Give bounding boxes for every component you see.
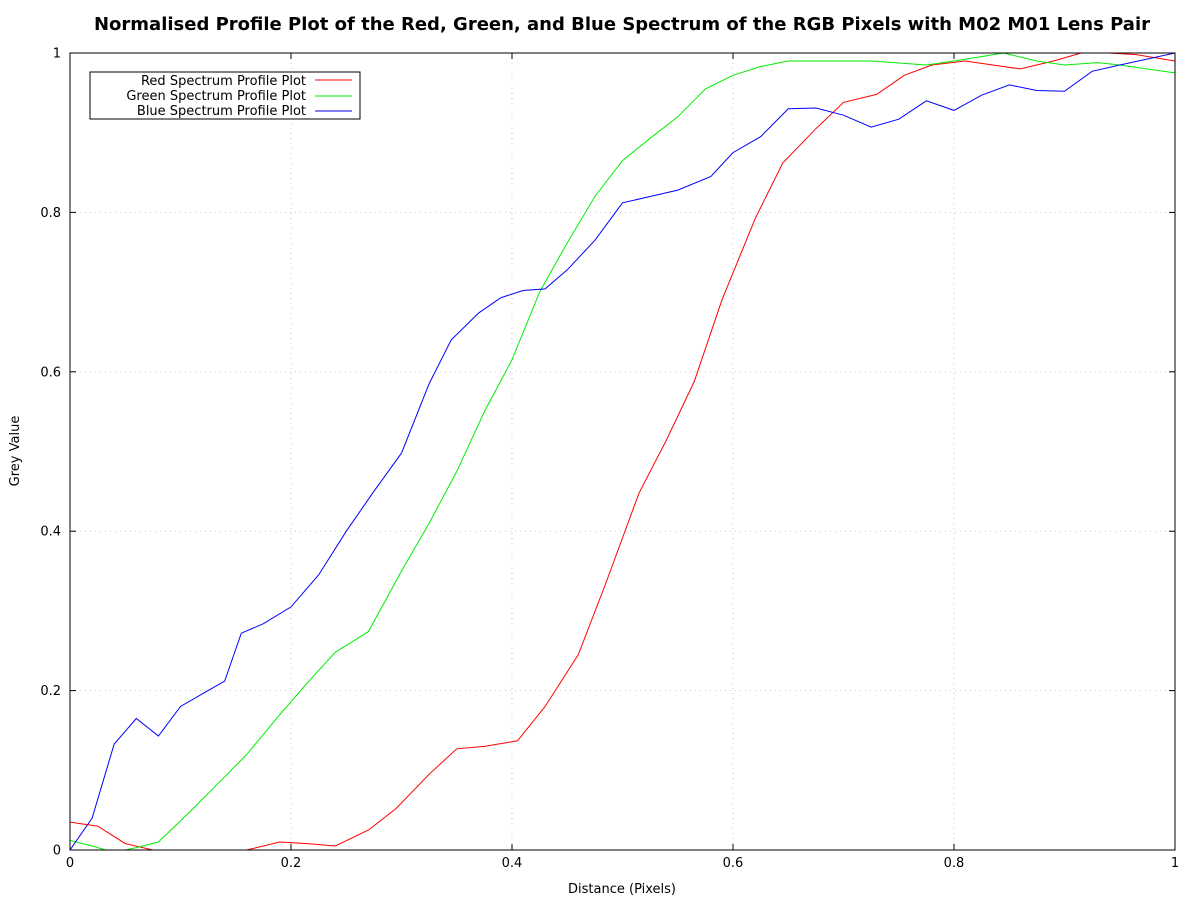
legend-label-blue: Blue Spectrum Profile Plot (137, 104, 306, 119)
y-tick-label: 0 (53, 844, 61, 859)
legend-label-green: Green Spectrum Profile Plot (126, 89, 306, 104)
x-axis-label: Distance (Pixels) (568, 882, 676, 897)
y-tick-label: 0.2 (40, 684, 61, 699)
y-tick-label: 1 (53, 47, 61, 62)
y-tick-labels: 0 0.2 0.4 0.6 0.8 1 (40, 47, 61, 859)
y-tick-label: 0.8 (40, 206, 61, 221)
series-line-green (70, 53, 1175, 850)
legend-label-red: Red Spectrum Profile Plot (141, 74, 306, 89)
axis-ticks (69, 52, 1176, 851)
y-tick-label: 0.4 (40, 525, 61, 540)
y-axis-label: Grey Value (8, 416, 23, 487)
series-lines (70, 53, 1175, 850)
chart-title: Normalised Profile Plot of the Red, Gree… (94, 14, 1150, 35)
x-tick-label: 0.2 (281, 856, 302, 871)
series-line-red (70, 53, 1175, 850)
y-tick-label: 0.6 (40, 365, 61, 380)
x-tick-label: 0.4 (502, 856, 523, 871)
x-tick-label: 0.8 (944, 856, 965, 871)
x-tick-labels: 0 0.2 0.4 0.6 0.8 1 (66, 856, 1179, 871)
series-line-blue (70, 53, 1175, 850)
grid (70, 53, 1175, 850)
x-tick-label: 0 (66, 856, 74, 871)
x-tick-label: 0.6 (723, 856, 744, 871)
x-tick-label: 1 (1171, 856, 1179, 871)
legend: Red Spectrum Profile Plot Green Spectrum… (89, 71, 361, 120)
plot-frame (69, 52, 1176, 851)
